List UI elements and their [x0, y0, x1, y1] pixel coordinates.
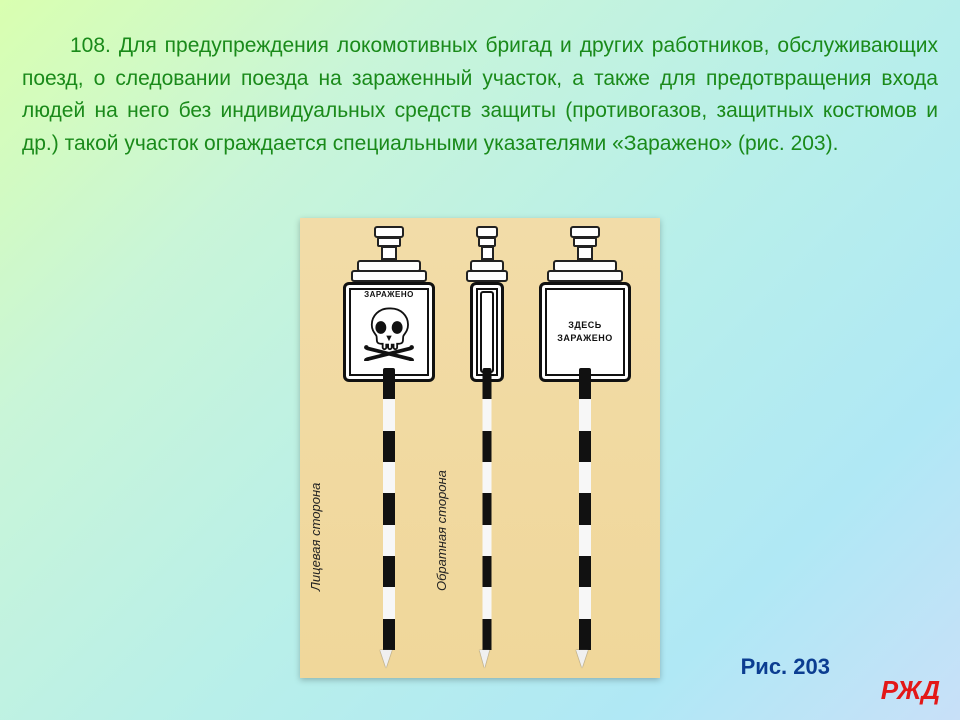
- sign-plate-back: ЗДЕСЬ ЗАРАЖЕНО: [539, 282, 631, 382]
- sign-pole: [579, 368, 591, 668]
- cap-piece: [381, 246, 397, 260]
- front-caption: Лицевая сторона: [308, 483, 323, 591]
- sign-back: ЗДЕСЬ ЗАРАЖЕНО: [535, 226, 635, 666]
- plate-back-line1: ЗДЕСЬ: [568, 319, 602, 333]
- sign-pole: [483, 368, 492, 668]
- cap-bar: [466, 270, 508, 282]
- plate-front-label: ЗАРАЖЕНО: [364, 291, 414, 300]
- sign-front: ЗАРАЖЕНО: [339, 226, 439, 666]
- sign-back-head: ЗДЕСЬ ЗАРАЖЕНО: [539, 226, 631, 382]
- sign-plate-side: [470, 282, 504, 382]
- plate-back-line2: ЗАРАЖЕНО: [557, 332, 613, 346]
- cap-piece: [481, 246, 494, 260]
- figure-203: ЗАРАЖЕНО: [300, 218, 660, 678]
- pole-tip: [480, 650, 490, 668]
- sign-side: Обратная сторона: [461, 226, 513, 666]
- figure-caption: Рис. 203: [741, 654, 830, 680]
- slide: 108. Для предупреждения локомотивных бри…: [0, 0, 960, 720]
- paragraph-text: Для предупреждения локомотивных бригад и…: [22, 34, 938, 155]
- cap-piece: [577, 246, 593, 260]
- cap-bar: [547, 270, 623, 282]
- rzd-logo: РЖД: [881, 675, 940, 706]
- sign-plate-front: ЗАРАЖЕНО: [343, 282, 435, 382]
- sign-front-head: ЗАРАЖЕНО: [343, 226, 435, 382]
- side-slot: [480, 291, 494, 373]
- back-caption: Обратная сторона: [434, 470, 449, 591]
- sign-pole: [383, 368, 395, 668]
- pole-tip: [576, 650, 588, 668]
- pole-tip: [380, 650, 392, 668]
- paragraph-108: 108. Для предупреждения локомотивных бри…: [22, 30, 938, 160]
- skull-icon: [360, 303, 418, 361]
- sign-side-head: [466, 226, 508, 382]
- cap-bar: [351, 270, 427, 282]
- paragraph-number: 108.: [22, 34, 111, 57]
